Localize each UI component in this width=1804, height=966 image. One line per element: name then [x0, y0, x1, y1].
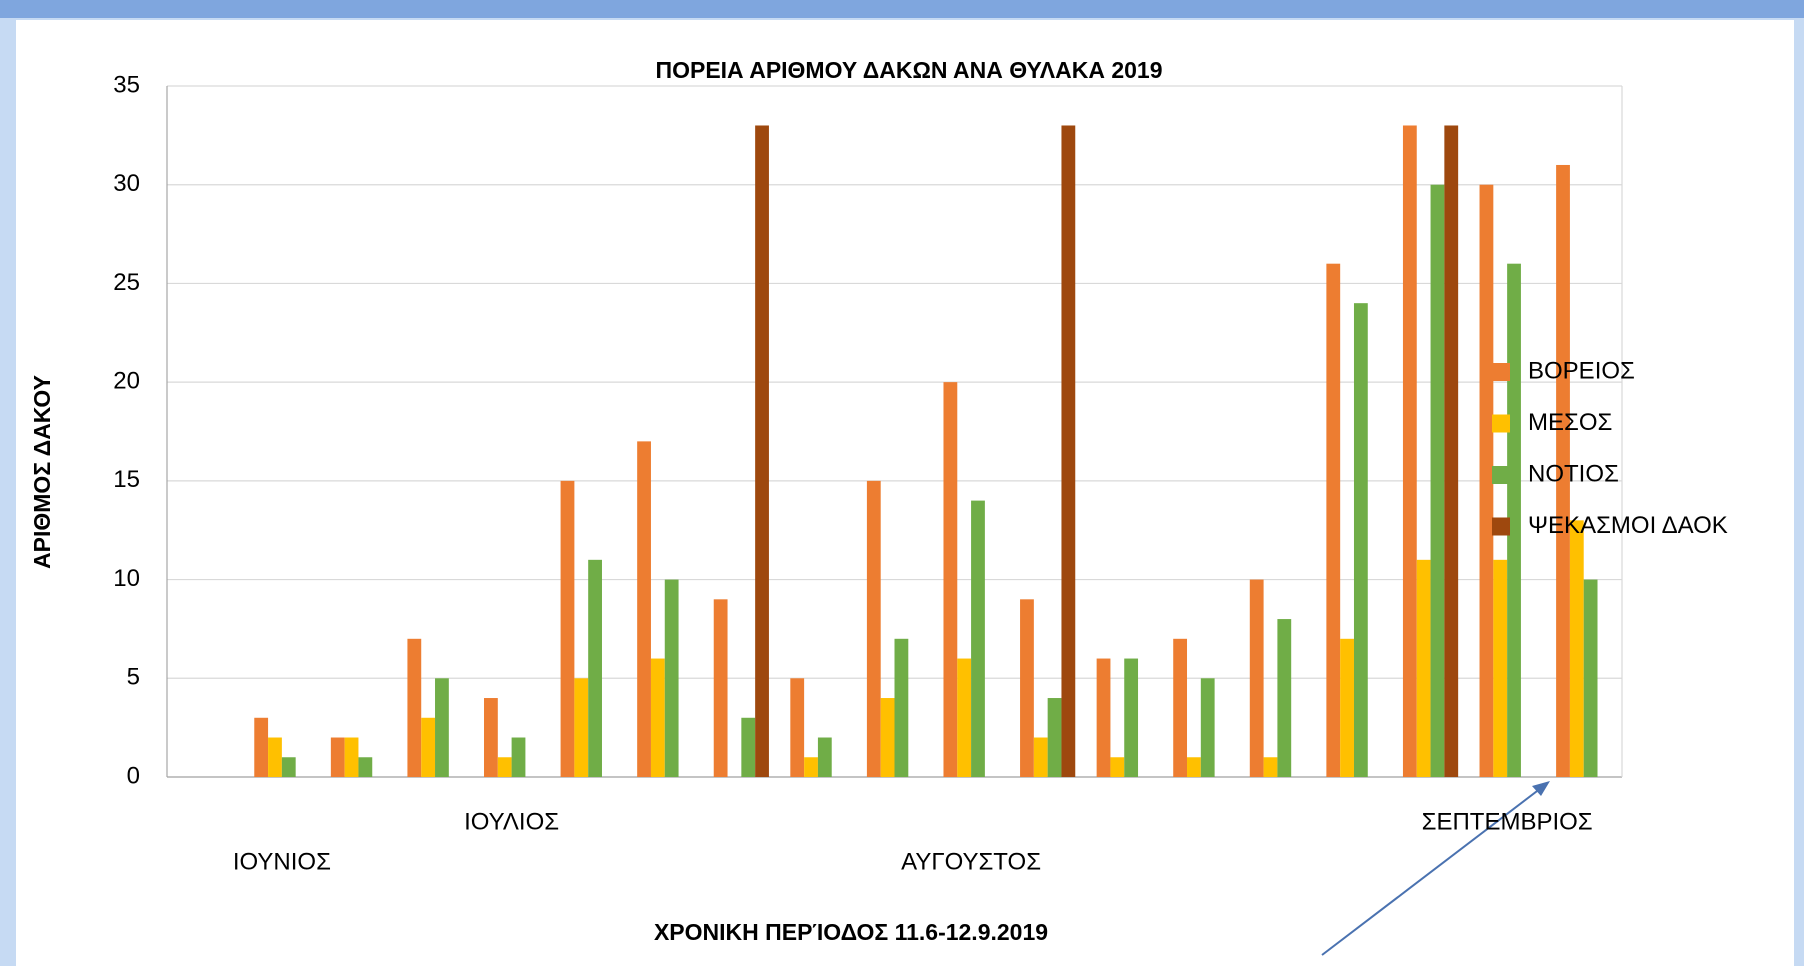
bar: [1173, 638, 1188, 777]
x-tick-label: ΑΥΓΟΥΣΤΟΣ: [901, 848, 1041, 875]
bar: [1200, 678, 1215, 777]
bar: [755, 125, 769, 777]
y-tick-label: 0: [127, 762, 140, 789]
y-tick-label: 25: [113, 269, 140, 296]
y-tick-label: 10: [113, 565, 140, 592]
bar: [484, 698, 498, 777]
x-axis-title: ΧΡΟΝΙΚΗ ΠΕΡΊΟΔΟΣ 11.6-12.9.2019: [654, 919, 1048, 945]
bar: [790, 678, 805, 777]
y-tick-label: 35: [113, 71, 140, 98]
bar: [664, 579, 679, 777]
y-axis-title: ΑΡΙΘΜΟΣ ΔΑΚΟΥ: [29, 375, 55, 569]
legend-swatch: [1492, 363, 1510, 381]
chart-panel: [16, 20, 1794, 966]
bar: [1569, 520, 1584, 777]
x-tick-label: ΣΕΠΤΕΜΒΡΙΟΣ: [1422, 808, 1593, 835]
bar: [358, 757, 373, 777]
bar: [344, 737, 359, 777]
arrow-line: [1321, 784, 1546, 956]
bar: [713, 599, 728, 777]
y-tick-label: 20: [113, 367, 140, 394]
bar: [407, 638, 422, 777]
bar: [281, 757, 296, 777]
bar: [330, 737, 345, 777]
chart-title: ΠΟΡΕΙΑ ΑΡΙΘΜΟΥ ΔΑΚΩΝ ΑΝΑ ΘΥΛΑΚΑ 2019: [655, 57, 1162, 83]
bar: [560, 480, 575, 777]
bar: [1430, 184, 1445, 777]
bar: [971, 500, 985, 777]
bar: [1493, 559, 1508, 777]
bar: [1556, 164, 1570, 777]
bar: [894, 638, 909, 777]
legend-swatch: [1492, 414, 1510, 433]
bar: [1444, 125, 1459, 777]
bar: [1416, 559, 1431, 777]
bar: [435, 678, 449, 777]
bar: [268, 737, 282, 777]
y-tick-label: 15: [113, 466, 140, 493]
legend-label: ΜΕΣΟΣ: [1528, 409, 1612, 436]
bar: [588, 559, 602, 777]
legend-label: ΝΟΤΙΟΣ: [1528, 460, 1619, 487]
legend-swatch: [1492, 517, 1510, 536]
bar: [1249, 579, 1264, 777]
bar: [1124, 658, 1139, 777]
bar: [1110, 757, 1125, 777]
bar: [1479, 184, 1494, 777]
bar: [1326, 263, 1341, 778]
bar: [1353, 303, 1368, 777]
bar: [1020, 599, 1034, 777]
bar: [637, 441, 651, 777]
bar: [943, 382, 958, 777]
bar: [511, 737, 526, 777]
bar: [1263, 757, 1278, 777]
bar: [650, 658, 665, 777]
y-tick-label: 5: [127, 664, 140, 691]
bar: [1402, 125, 1417, 777]
bar: [1187, 757, 1201, 777]
bar: [1047, 698, 1062, 777]
bar: [421, 717, 436, 777]
top-strip: [0, 0, 1804, 18]
bar: [574, 678, 589, 777]
bar: [741, 717, 756, 777]
bar: [1583, 579, 1598, 777]
bar: [817, 737, 832, 777]
x-tick-label: ΙΟΥΝΙΟΣ: [233, 848, 331, 875]
bar: [866, 480, 881, 777]
legend-swatch: [1492, 466, 1510, 484]
bar: [880, 698, 895, 777]
bar: [497, 757, 512, 777]
bar: [254, 717, 269, 777]
bar: [1340, 638, 1354, 777]
bar: [1507, 263, 1521, 778]
bar: [1277, 619, 1292, 777]
bar: [1033, 737, 1048, 777]
bar: [1096, 658, 1111, 777]
legend-label: ΨΕΚΑΣΜΟΙ ΔΑΟΚ: [1528, 512, 1728, 539]
y-tick-label: 30: [113, 170, 140, 197]
bar: [957, 658, 972, 777]
x-tick-label: ΙΟΥΛΙΟΣ: [464, 808, 559, 835]
bar: [1061, 125, 1076, 777]
arrow-head: [1532, 781, 1550, 796]
bar: [804, 757, 818, 777]
legend-label: ΒΟΡΕΙΟΣ: [1528, 357, 1635, 384]
